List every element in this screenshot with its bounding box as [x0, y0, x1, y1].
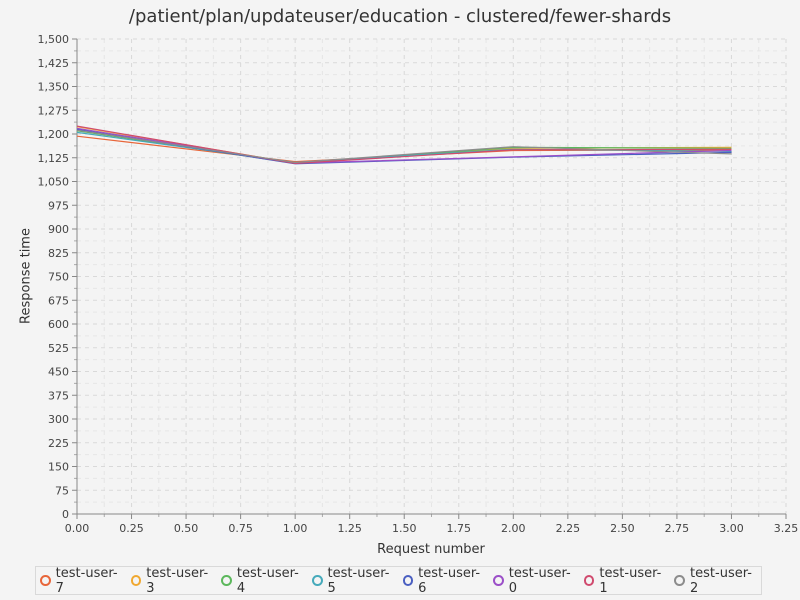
legend-swatch — [674, 575, 686, 586]
legend-item-test-user-6[interactable]: test-user-6 — [402, 565, 486, 596]
y-tick-label: 375 — [48, 389, 69, 402]
y-tick-label: 1,125 — [38, 152, 70, 165]
y-tick-label: 1,425 — [38, 57, 70, 70]
x-tick-label: 0.25 — [119, 522, 144, 535]
legend-swatch — [40, 575, 51, 586]
legend-label: test-user-6 — [418, 565, 481, 596]
y-tick-label: 150 — [48, 461, 69, 474]
legend-label: test-user-0 — [508, 565, 571, 596]
x-tick-label: 0.50 — [174, 522, 199, 535]
legend-label: test-user-4 — [236, 565, 299, 596]
legend-label: test-user-3 — [146, 565, 209, 596]
legend-label: test-user-1 — [599, 565, 662, 596]
chart-title: /patient/plan/updateuser/education - clu… — [128, 6, 672, 27]
series-line-test-user-1 — [76, 125, 732, 164]
y-tick-label: 1,500 — [38, 33, 70, 46]
y-tick-label: 600 — [48, 318, 69, 331]
x-axis-title: Request number — [377, 542, 485, 557]
x-tick-label: 1.25 — [337, 522, 362, 535]
y-tick-label: 975 — [48, 199, 69, 212]
x-tick-label: 2.25 — [556, 522, 581, 535]
x-tick-label: 1.50 — [392, 522, 417, 535]
y-tick-label: 1,350 — [38, 81, 70, 94]
legend-swatch — [221, 575, 232, 586]
legend-item-test-user-5[interactable]: test-user-5 — [311, 565, 395, 596]
y-tick-label: 675 — [48, 294, 69, 307]
y-tick-label: 1,275 — [38, 104, 70, 117]
x-tick-label: 3.00 — [719, 522, 744, 535]
y-tick-label: 825 — [48, 247, 69, 260]
series-line-test-user-0 — [76, 127, 732, 164]
legend: test-user-7 test-user-3 test-user-4 test-us… — [35, 565, 762, 596]
x-tick-label: 2.50 — [610, 522, 635, 535]
legend-swatch — [311, 575, 323, 586]
y-tick-label: 750 — [48, 271, 69, 284]
x-tick-label: 0.75 — [228, 522, 253, 535]
legend-item-test-user-7[interactable]: test-user-7 — [40, 566, 123, 596]
y-tick-label: 525 — [48, 342, 69, 355]
legend-item-test-user-4[interactable]: test-user-4 — [221, 566, 304, 596]
legend-label: test-user-5 — [327, 565, 390, 596]
legend-item-test-user-0[interactable]: test-user-0 — [493, 566, 576, 596]
legend-item-test-user-3[interactable]: test-user-3 — [130, 565, 214, 596]
legend-swatch — [130, 575, 142, 586]
legend-swatch — [402, 575, 414, 586]
y-tick-label: 1,200 — [38, 128, 70, 141]
legend-item-test-user-2[interactable]: test-user-2 — [674, 566, 757, 596]
x-tick-label: 0.00 — [65, 522, 90, 535]
legend-swatch — [583, 575, 595, 586]
x-tick-label: 1.00 — [283, 522, 308, 535]
x-tick-label: 1.75 — [447, 522, 472, 535]
x-tick-label: 3.25 — [774, 522, 799, 535]
y-tick-label: 450 — [48, 366, 69, 379]
y-tick-label: 75 — [55, 484, 69, 497]
series-line-test-user-2 — [76, 129, 732, 164]
legend-label: test-user-2 — [690, 565, 752, 596]
legend-label: test-user-7 — [55, 565, 118, 596]
y-tick-label: 1,050 — [38, 176, 70, 189]
x-tick-label: 2.00 — [501, 522, 526, 535]
y-tick-label: 300 — [48, 413, 69, 426]
x-tick-label: 2.75 — [665, 522, 690, 535]
y-tick-label: 900 — [48, 223, 69, 236]
legend-swatch — [493, 575, 504, 586]
y-tick-label: 0 — [62, 508, 69, 521]
y-tick-label: 225 — [48, 437, 69, 450]
y-axis-title: Response time — [18, 228, 34, 324]
legend-item-test-user-1[interactable]: test-user-1 — [583, 565, 667, 596]
